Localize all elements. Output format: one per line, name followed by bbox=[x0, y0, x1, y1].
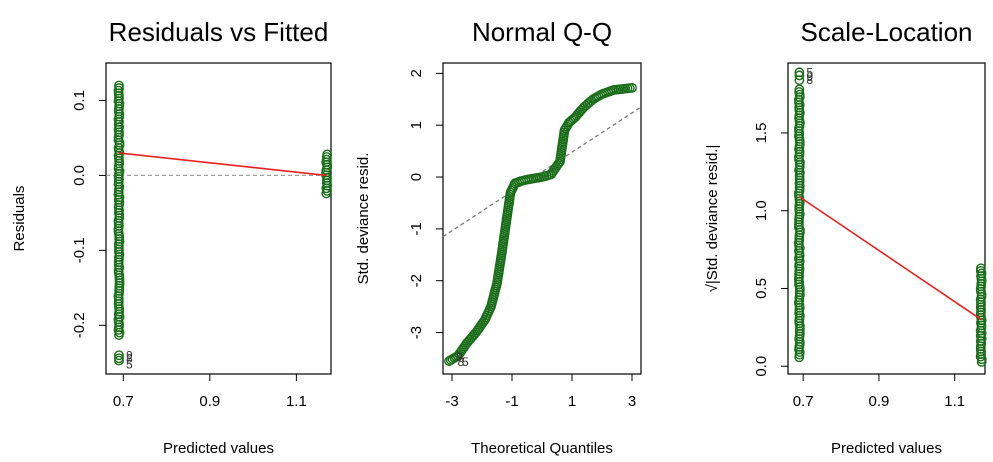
y-tick-label: -0.2 bbox=[71, 312, 88, 338]
reference-line bbox=[442, 106, 642, 238]
plot-frame bbox=[442, 62, 642, 375]
x-tick-label: 1.1 bbox=[286, 393, 307, 410]
normal-qq-panel: Normal Q-Q Theoretical Quantiles Std. de… bbox=[355, 17, 642, 457]
x-axis-label: Predicted values bbox=[831, 440, 942, 457]
smooth-line bbox=[118, 152, 327, 177]
data-point bbox=[577, 103, 588, 114]
data-point bbox=[794, 67, 805, 78]
y-tick-label: -3 bbox=[408, 326, 425, 339]
y-tick-label: -2 bbox=[408, 274, 425, 287]
panel-title: Normal Q-Q bbox=[472, 17, 612, 47]
y-tick-label: -0.1 bbox=[71, 237, 88, 263]
x-tick-label: -3 bbox=[445, 393, 458, 410]
y-tick-label: 0.0 bbox=[753, 356, 770, 377]
x-tick-label: 0.7 bbox=[113, 393, 134, 410]
y-tick-label: 0 bbox=[408, 173, 425, 181]
y-tick-label: 1.5 bbox=[753, 123, 770, 144]
y-tick-label: 2 bbox=[408, 69, 425, 77]
smooth-line bbox=[798, 196, 982, 321]
y-axis-label: √|Std. deviance resid.| bbox=[704, 145, 721, 293]
y-tick-label: 0.1 bbox=[71, 90, 88, 111]
panel-title: Residuals vs Fitted bbox=[109, 17, 329, 47]
plot-frame bbox=[105, 62, 332, 375]
point-label: 8 bbox=[458, 355, 465, 369]
data-point bbox=[794, 70, 805, 81]
data-point bbox=[114, 330, 124, 340]
point-label: 9 bbox=[126, 348, 133, 362]
y-tick-label: 1 bbox=[408, 121, 425, 129]
y-tick-label: 0.0 bbox=[71, 165, 88, 186]
y-tick-label: 1.0 bbox=[753, 200, 770, 221]
data-point bbox=[627, 82, 637, 93]
y-axis-label: Residuals bbox=[11, 186, 28, 252]
y-tick-label: 0.5 bbox=[753, 278, 770, 299]
residuals-vs-fitted-panel: Residuals vs Fitted Predicted values Res… bbox=[11, 17, 333, 457]
point-label: 5 bbox=[806, 65, 813, 79]
y-axis-label: Std. deviance resid. bbox=[355, 153, 372, 285]
x-tick-label: -1 bbox=[505, 393, 518, 410]
data-point bbox=[321, 188, 332, 199]
scale-location-panel: Scale-Location Predicted values √|Std. d… bbox=[704, 17, 987, 457]
data-point bbox=[114, 350, 124, 361]
data-point bbox=[976, 356, 987, 367]
plot-frame bbox=[787, 62, 986, 375]
data-point bbox=[794, 352, 805, 363]
point-label: 8 bbox=[126, 351, 133, 365]
point-label: 5 bbox=[126, 357, 133, 371]
x-axis-label: Theoretical Quantiles bbox=[471, 440, 613, 457]
y-tick-label: -1 bbox=[408, 222, 425, 235]
data-point bbox=[114, 355, 124, 366]
x-tick-label: 0.7 bbox=[793, 393, 814, 410]
point-label: 9 bbox=[456, 350, 463, 364]
x-tick-label: 0.9 bbox=[199, 393, 220, 410]
x-tick-label: 0.9 bbox=[868, 393, 889, 410]
point-label: 9 bbox=[806, 70, 813, 84]
point-label: 5 bbox=[462, 355, 469, 369]
x-tick-label: 1 bbox=[568, 393, 576, 410]
point-label: 8 bbox=[806, 73, 813, 87]
x-tick-label: 3 bbox=[628, 393, 636, 410]
panel-title: Scale-Location bbox=[801, 17, 973, 47]
x-tick-label: 1.1 bbox=[944, 393, 965, 410]
x-axis-label: Predicted values bbox=[163, 440, 274, 457]
